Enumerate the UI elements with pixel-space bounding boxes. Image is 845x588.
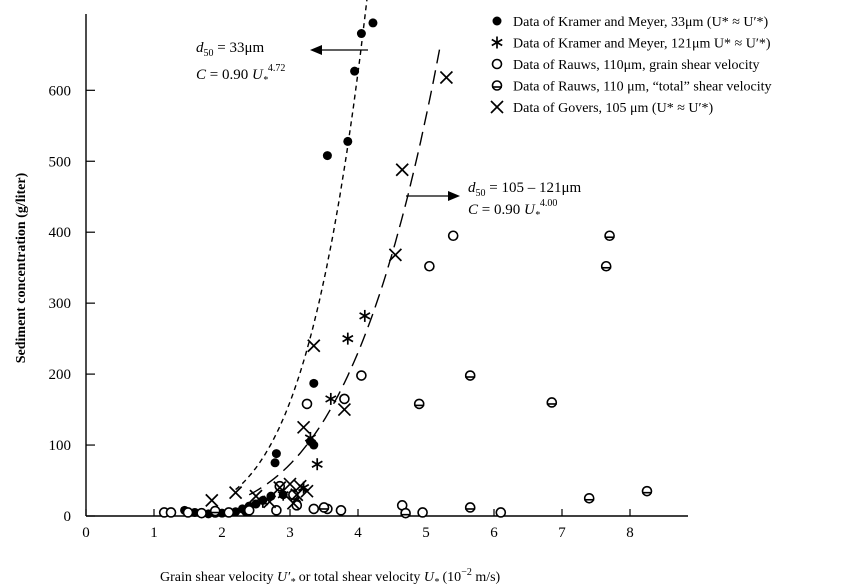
data-point-asterisk (342, 332, 354, 345)
data-point-open-circle-bar (583, 492, 595, 504)
data-point-open-circle-bar (600, 260, 612, 272)
data-point-x (205, 493, 219, 507)
data-point-x (337, 402, 352, 417)
legend-label: Data of Rauws, 110 μm, “total” shear vel… (513, 80, 772, 95)
legend-marker-asterisk (491, 36, 503, 49)
x-tick-label: 3 (286, 525, 294, 541)
data-point-open-circle-bar (604, 230, 615, 242)
data-point-filled-circle (309, 440, 319, 450)
fit-curve-1 (235, 0, 368, 491)
data-point-open-circle (356, 370, 367, 381)
data-point-filled-circle (356, 29, 366, 39)
data-point-open-circle (308, 503, 320, 515)
svg-text:C = 0.90 U*4.72: C = 0.90 U*4.72 (196, 63, 285, 86)
data-point-x (290, 488, 304, 502)
legend-marker-filled-circle (492, 16, 502, 26)
svg-text:d50 = 33μm: d50 = 33μm (196, 40, 265, 59)
data-point-open-circle-bar (318, 502, 330, 513)
data-point-x (300, 484, 314, 498)
y-tick-label: 300 (49, 296, 72, 312)
legend-marker-open-circle (491, 58, 503, 70)
data-point-open-circle (424, 260, 435, 272)
data-point-open-circle (447, 230, 459, 242)
data-point-x (439, 70, 454, 85)
data-point-open-circle-bar (641, 485, 653, 497)
x-tick-label: 6 (490, 525, 498, 541)
y-tick-label: 100 (49, 438, 72, 454)
data-point-open-circle (243, 505, 255, 516)
legend-label: Data of Rauws, 110μm, grain shear veloci… (513, 58, 759, 73)
data-point-x (249, 489, 263, 503)
data-point-open-circle (495, 507, 507, 518)
data-point-x (228, 485, 243, 500)
data-point-open-circle-bar (546, 397, 558, 408)
x-tick-label: 4 (354, 525, 362, 541)
data-point-open-circle (271, 505, 282, 516)
data-point-open-circle (165, 507, 177, 518)
data-point-x (307, 339, 321, 353)
data-point-open-circle (196, 507, 207, 519)
x-tick-label: 7 (558, 525, 566, 541)
y-tick-label: 600 (49, 83, 72, 99)
y-tick-label: 0 (64, 509, 72, 525)
data-point-open-circle-bar (209, 505, 221, 517)
y-tick-label: 500 (49, 154, 72, 170)
data-point-open-circle-bar (464, 502, 476, 513)
data-point-open-circle-bar (400, 507, 411, 519)
x-tick-label: 2 (218, 525, 226, 541)
data-point-x (395, 163, 409, 177)
data-point-filled-circle (309, 378, 319, 388)
data-point-asterisk (311, 458, 323, 471)
data-point-open-circle (223, 507, 235, 518)
x-tick-label: 5 (422, 525, 430, 541)
svg-text:C = 0.90 U*4.00: C = 0.90 U*4.00 (468, 198, 557, 221)
data-point-asterisk (304, 431, 317, 444)
x-tick-label: 0 (82, 525, 90, 541)
data-point-asterisk (325, 392, 337, 405)
x-tick-label: 8 (626, 525, 634, 541)
annotation-105-121um: d50 = 105 – 121μm C = 0.90 U*4.00 (406, 180, 582, 221)
data-point-x (273, 481, 287, 495)
data-point-open-circle (335, 505, 347, 516)
data-point-filled-circle (271, 449, 281, 459)
data-point-filled-circle (343, 136, 353, 146)
annotation-33um: d50 = 33μm C = 0.90 U*4.72 (196, 40, 368, 86)
data-points (158, 18, 653, 519)
x-tick-label: 1 (150, 525, 158, 541)
data-point-x (388, 248, 403, 262)
data-point-x (262, 495, 277, 509)
y-tick-label: 200 (49, 367, 72, 383)
data-point-x (283, 477, 297, 491)
y-ticks: 0 100 200 300 400 500 600 (49, 83, 95, 525)
legend-label: Data of Govers, 105 μm (U* ≈ U′*) (513, 101, 714, 116)
fit-curve-2 (248, 48, 441, 496)
data-point-open-circle (274, 480, 286, 492)
data-point-open-circle-bar (413, 398, 425, 410)
data-point-x (293, 479, 307, 493)
x-axis-label: Grain shear velocity U′* or total shear … (160, 567, 501, 588)
legend-label: Data of Kramer and Meyer, 33μm (U* ≈ U′*… (513, 15, 769, 30)
legend-marker-open-circle-bar (491, 80, 503, 91)
y-axis-label: Sediment concentration (g/liter) (14, 172, 29, 363)
data-point-open-circle (339, 393, 350, 405)
data-point-open-circle (417, 507, 428, 518)
data-point-open-circle (182, 507, 194, 518)
y-tick-label: 400 (49, 225, 72, 241)
data-point-filled-circle (368, 18, 378, 28)
data-point-open-circle (301, 398, 313, 410)
data-point-filled-circle (270, 458, 280, 468)
data-point-x (286, 496, 301, 510)
data-point-x (296, 420, 311, 434)
data-point-open-circle-bar (464, 370, 476, 381)
data-point-filled-circle (251, 499, 261, 509)
legend: Data of Kramer and Meyer, 33μm (U* ≈ U′*… (490, 15, 772, 116)
data-point-filled-circle (322, 151, 332, 161)
data-point-filled-circle (350, 66, 360, 76)
svg-text:d50 = 105 – 121μm: d50 = 105 – 121μm (468, 180, 582, 199)
data-point-asterisk (359, 309, 371, 322)
legend-marker-x (490, 100, 504, 114)
legend-label: Data of Kramer and Meyer, 121μm U* ≈ U′*… (513, 37, 771, 52)
